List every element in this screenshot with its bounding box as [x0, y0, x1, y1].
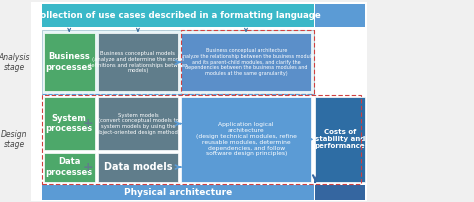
Text: Business conceptual models
(analyze and determine the model
definitions and rela: Business conceptual models (analyze and … — [88, 51, 188, 73]
Bar — [42, 4, 314, 27]
Bar — [98, 153, 178, 182]
Text: Physical architecture: Physical architecture — [124, 188, 232, 197]
Bar — [315, 185, 365, 200]
Bar — [315, 97, 365, 182]
Bar — [98, 33, 178, 91]
Text: +: + — [82, 161, 93, 174]
Text: Business conceptual architecture
(analyze the relationship between the business : Business conceptual architecture (analyz… — [178, 48, 314, 76]
Bar — [42, 95, 361, 184]
Text: Data
processes: Data processes — [46, 157, 93, 177]
Text: System
processes: System processes — [46, 114, 93, 134]
Text: Application logical
architecture
(design technical modules, refine
reusable modu: Application logical architecture (design… — [196, 122, 297, 156]
Text: Collection of use cases described in a formatting language: Collection of use cases described in a f… — [35, 11, 321, 20]
Text: +: + — [82, 117, 93, 130]
Bar — [44, 153, 95, 182]
Text: Costs of
stability and
performance: Costs of stability and performance — [315, 129, 365, 149]
Bar — [181, 33, 311, 91]
Text: Data models: Data models — [104, 162, 172, 172]
Text: Design
stage: Design stage — [1, 130, 27, 149]
Bar — [181, 97, 311, 182]
Bar — [315, 4, 365, 27]
Bar — [42, 185, 314, 200]
Bar — [44, 33, 95, 91]
Bar — [98, 97, 178, 150]
Bar — [42, 30, 314, 94]
Text: System models
(convert conceptual models to
system models by using the
object-or: System models (convert conceptual models… — [96, 113, 180, 135]
Bar — [44, 97, 95, 150]
Bar — [181, 30, 314, 94]
Bar — [31, 2, 367, 201]
Text: Analysis
stage: Analysis stage — [0, 53, 30, 72]
Text: Business
processes: Business processes — [46, 52, 93, 72]
